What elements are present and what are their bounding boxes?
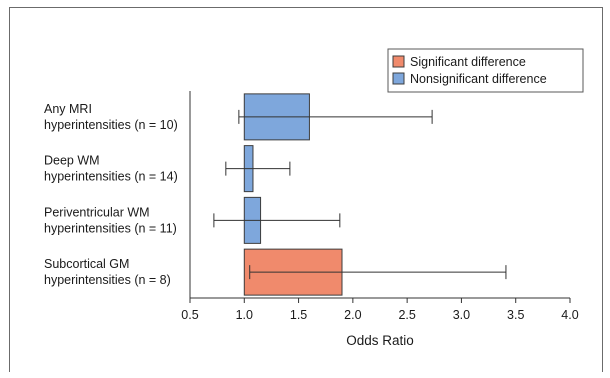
x-axis-label: Odds Ratio [346, 333, 414, 348]
category-label-3: Periventricular WM hyperintensities (n = … [44, 205, 177, 235]
x-tick-label-1: 0.5 [181, 308, 198, 322]
category-label-2: Deep WM hyperintensities (n = 14) [44, 154, 178, 184]
x-tick-label-6: 3.0 [453, 308, 470, 322]
category-label-line: Deep WM [44, 154, 100, 168]
category-label-line: Any MRI [44, 102, 92, 116]
x-tick-label-2: 1.0 [236, 308, 253, 322]
category-label-line: hyperintensities (n = 10) [44, 118, 178, 132]
legend-swatch-1 [392, 55, 405, 68]
category-label-4: Subcortical GM hyperintensities (n = 8) [44, 257, 171, 287]
chart-frame: Any MRI hyperintensities (n = 10) Deep WM h… [9, 7, 603, 372]
category-label-line: hyperintensities (n = 14) [44, 170, 178, 184]
category-label-line: Periventricular WM [44, 205, 150, 219]
x-tick-label-8: 4.0 [561, 308, 578, 322]
x-tick-label-3: 1.5 [290, 308, 307, 322]
legend-label-1: Significant difference [410, 55, 526, 69]
legend-swatch-2 [392, 72, 405, 85]
category-label-line: hyperintensities (n = 11) [44, 221, 177, 235]
odds-ratio-chart: Any MRI hyperintensities (n = 10) Deep WM h… [44, 48, 584, 348]
legend-label-2: Nonsignificant difference [410, 72, 547, 86]
x-tick-label-7: 3.5 [507, 308, 524, 322]
legend-box [387, 48, 584, 93]
category-label-1: Any MRI hyperintensities (n = 10) [44, 102, 178, 132]
x-tick-label-4: 2.0 [344, 308, 361, 322]
category-label-line: hyperintensities (n = 8) [44, 273, 171, 287]
category-label-line: Subcortical GM [44, 257, 129, 271]
x-tick-label-5: 2.5 [398, 308, 415, 322]
